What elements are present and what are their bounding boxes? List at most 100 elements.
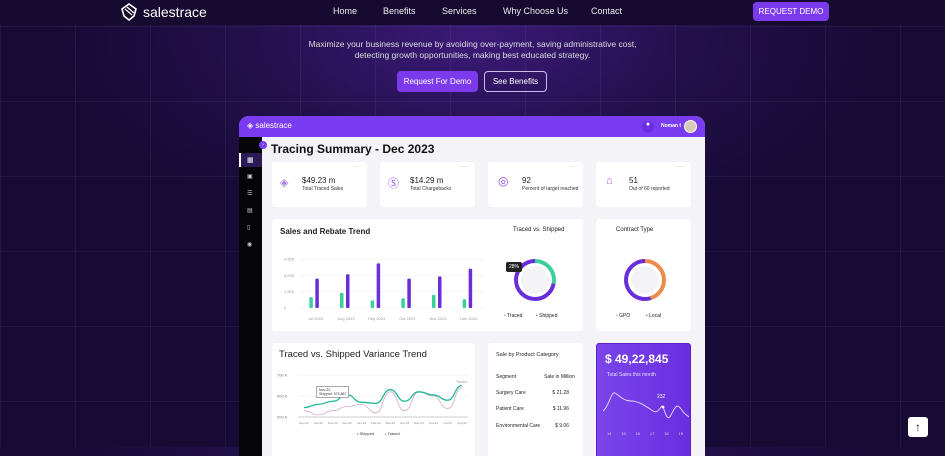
- nav-home[interactable]: Home: [333, 6, 358, 16]
- x-tick-label: Jul 2023: [308, 316, 324, 321]
- page-title: Tracing Summary - Dec 2023: [271, 142, 435, 156]
- store-icon: ⌂: [606, 175, 613, 187]
- sales-rebate-card: Sales and Rebate Trend Traced vs. Shippe…: [272, 219, 583, 331]
- total-sales-label: Total Sales this month: [607, 372, 656, 378]
- bar-traced: [340, 292, 344, 308]
- target-icon: ◎: [498, 174, 509, 188]
- chart-icon[interactable]: ▣: [247, 174, 253, 180]
- logo-icon: [121, 3, 137, 21]
- bar-traced: [309, 297, 313, 308]
- table-cell: $ 21.28: [552, 390, 569, 396]
- product-category-card: Sale by Product Category Segment Sale in…: [488, 343, 583, 456]
- nav-why-choose-us[interactable]: Why Choose Us: [503, 6, 569, 16]
- y-tick-label: 3,000: [284, 273, 295, 278]
- kpi-value: 92: [522, 176, 531, 185]
- total-sales-card: $ 49,22,845 Total Sales this month 232 1…: [596, 343, 691, 456]
- database-icon[interactable]: ☰: [247, 191, 253, 197]
- table-title: Sale by Product Category: [496, 352, 559, 358]
- brand-name: salestrace: [143, 4, 207, 20]
- x-tick-label: Apr-23: [400, 421, 409, 425]
- settings-icon[interactable]: ◉: [247, 242, 253, 248]
- series-line-shipped: [303, 384, 463, 409]
- y-tick-label: 600 K: [277, 394, 288, 399]
- table-cell: $ 11.96: [552, 406, 569, 412]
- bar-traced: [432, 294, 436, 308]
- sparkline-x-axis: 14 15 16 17 18 19: [607, 431, 683, 436]
- sparkline: [602, 392, 689, 419]
- report-icon[interactable]: ▤: [247, 208, 253, 214]
- document-icon[interactable]: ▯: [247, 225, 251, 231]
- donut-title: Contract Type: [616, 227, 654, 233]
- contract-type-card: Contract Type • GPO • Local: [596, 219, 691, 331]
- bar-chart: 0 1,500 3,000 4,500 Jul 2023 Aug 2023 Sep 2023…: [284, 257, 484, 321]
- x-tick-label: Aug 2023: [337, 316, 355, 321]
- nav-benefits[interactable]: Benefits: [383, 6, 416, 16]
- more-icon[interactable]: ···: [461, 164, 467, 170]
- nav-contact[interactable]: Contact: [591, 6, 623, 16]
- kpi-card-traced-sales: ◈ $49.23 m Total Traced Sales ···: [272, 162, 367, 207]
- hero-text: Maximize your business revenue by avoidi…: [308, 39, 637, 60]
- x-tick-label: Oct-22: [314, 421, 323, 425]
- x-tick-label: Dec-22: [342, 421, 352, 425]
- table-cell: Patient Care: [496, 406, 524, 412]
- legend-traced: • Traced: [504, 313, 523, 319]
- brand-logo[interactable]: salestrace: [121, 3, 207, 21]
- x-tick-label: Aug-23: [457, 421, 467, 425]
- donut-center: [631, 266, 659, 294]
- x-tick-label: Sep-22: [299, 421, 309, 425]
- sparkline-peak-label: 232: [657, 394, 666, 400]
- bar-shipped: [346, 274, 350, 308]
- end-label: Traced: [456, 380, 467, 384]
- see-benefits-button[interactable]: See Benefits: [484, 71, 547, 92]
- dollar-cycle-icon: Ⓢ: [388, 178, 399, 190]
- line-tooltip: Nov-22 Shipped: 575,867: [316, 386, 350, 398]
- table-cell: Environmental Care: [496, 423, 541, 429]
- bar-shipped: [438, 276, 442, 308]
- kpi-value: $49.23 m: [302, 176, 336, 185]
- donut-slice: [624, 259, 666, 301]
- x-tick-label: Jul-23: [444, 421, 453, 425]
- column-header: Sale in Million: [544, 374, 575, 380]
- kpi-label: Total Traced Sales: [302, 186, 344, 192]
- scroll-to-top-button[interactable]: ↑: [908, 417, 928, 437]
- expand-sidebar-button[interactable]: ›: [259, 141, 267, 149]
- bell-icon[interactable]: ●: [642, 121, 654, 133]
- x-tick-label: Feb-23: [371, 421, 381, 425]
- avatar[interactable]: [684, 120, 697, 133]
- y-tick-label: 0: [284, 306, 287, 311]
- bar-traced: [401, 298, 405, 308]
- table-cell: $ 9.06: [555, 423, 569, 429]
- dashboard-preview: ◈ salestrace ● Noman t ▦ ▣ ☰ ▤ ▯ ◉ › Tra…: [239, 116, 705, 456]
- donut-center: [521, 266, 549, 294]
- x-tick-label: Sep 2023: [368, 316, 386, 321]
- column-header: Segment: [496, 374, 517, 380]
- y-tick-label: 1,500: [284, 289, 295, 294]
- more-icon[interactable]: ···: [353, 164, 359, 170]
- total-sales-value: $ 49,22,845: [605, 352, 669, 366]
- bar-traced: [370, 300, 375, 308]
- bar-traced: [462, 299, 467, 308]
- kpi-card-target: ◎ 92 Percent of target reached ···: [488, 162, 583, 207]
- kpi-value: 51: [629, 176, 638, 185]
- chart-title: Traced vs. Shipped Variance Trend: [279, 349, 427, 360]
- donut-slice: [514, 259, 556, 301]
- legend-shipped: • Shipped: [536, 313, 558, 319]
- kpi-value: $14.29 m: [410, 176, 444, 185]
- sidebar: ▦ ▣ ☰ ▤ ▯ ◉: [239, 137, 262, 456]
- traced-donut: [514, 259, 556, 301]
- variance-trend-card: Traced vs. Shipped Variance Trend 500 K 6…: [272, 343, 475, 456]
- table-cell: Surgery Care: [496, 390, 526, 396]
- bar-shipped: [468, 268, 473, 308]
- bar-shipped: [407, 278, 411, 308]
- more-icon[interactable]: ···: [677, 164, 683, 170]
- x-tick-label: May-23: [414, 421, 424, 425]
- more-icon[interactable]: ···: [569, 164, 575, 170]
- bar-shipped: [376, 263, 381, 308]
- y-tick-label: 700 K: [277, 373, 288, 378]
- nav-services[interactable]: Services: [442, 6, 477, 16]
- request-for-demo-button[interactable]: Request For Demo: [397, 71, 478, 92]
- request-demo-button[interactable]: REQUEST DEMO: [753, 2, 829, 21]
- kpi-card-chargebacks: Ⓢ $14.29 m Total Chargebacks ···: [380, 162, 475, 207]
- dashboard-icon[interactable]: ▦: [247, 157, 254, 164]
- x-tick-label: Jun-23: [429, 421, 439, 425]
